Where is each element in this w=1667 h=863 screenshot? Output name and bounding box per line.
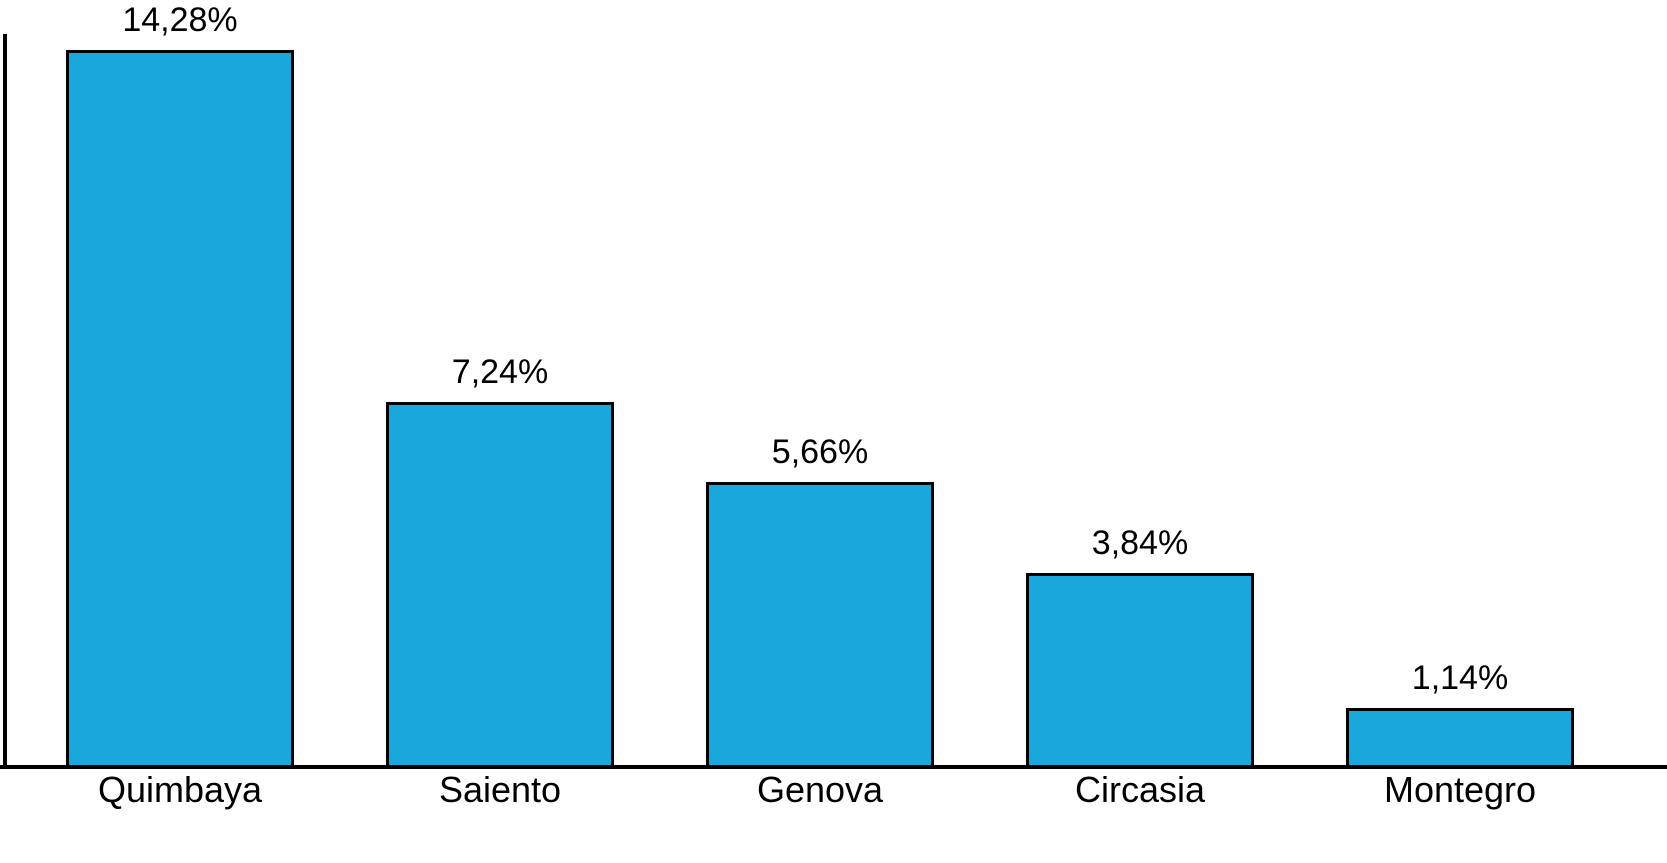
bar-slot: 3,84% <box>980 524 1300 765</box>
bar <box>66 50 294 765</box>
bar-slot: 14,28% <box>20 1 340 765</box>
bar <box>386 402 614 765</box>
category-labels-row: Quimbaya Saiento Genova Circasia Montegro <box>0 755 1667 863</box>
bar-value-label: 14,28% <box>122 1 238 39</box>
bar <box>706 482 934 765</box>
category-label: Saiento <box>438 769 562 810</box>
bar-value-label: 5,66% <box>771 433 869 471</box>
category-label: Quimbaya <box>97 769 263 810</box>
bars-row: 14,28% 7,24% 5,66% 3,84% 1,14% <box>0 1 1667 765</box>
x-axis-line <box>0 765 1667 769</box>
bar <box>1346 708 1574 765</box>
y-axis-line <box>3 34 7 766</box>
category-label: Montegro <box>1383 769 1537 810</box>
bar-slot: 7,24% <box>340 353 660 765</box>
bar <box>1026 573 1254 765</box>
category-label: Genova <box>756 769 884 810</box>
bar-value-label: 3,84% <box>1091 524 1189 562</box>
category-label: Circasia <box>1074 769 1206 810</box>
bar-value-label: 7,24% <box>451 353 549 391</box>
bar-slot: 1,14% <box>1300 659 1620 765</box>
bar-value-label: 1,14% <box>1411 659 1509 697</box>
bar-slot: 5,66% <box>660 433 980 765</box>
